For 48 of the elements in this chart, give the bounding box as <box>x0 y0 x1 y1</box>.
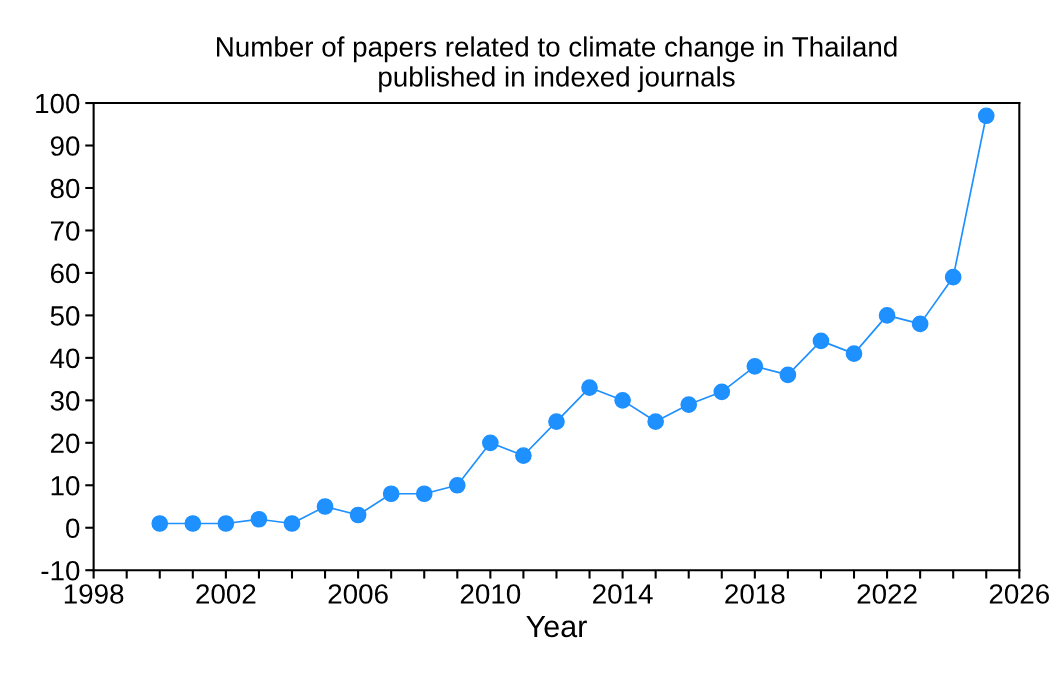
point <box>845 345 863 362</box>
point <box>911 315 929 333</box>
point <box>812 332 830 350</box>
point <box>647 413 664 430</box>
y-tick-label: 90 <box>50 136 80 156</box>
point <box>482 434 499 452</box>
x-tick-label: 2022 <box>857 584 917 604</box>
point <box>217 515 235 532</box>
x-tick-label: 2002 <box>196 584 256 604</box>
point <box>250 510 268 528</box>
x-tick-label: 1998 <box>64 584 124 604</box>
point <box>515 447 532 464</box>
point <box>944 268 962 286</box>
point <box>779 366 797 384</box>
point <box>349 506 367 524</box>
point <box>283 515 301 532</box>
y-tick-label: 100 <box>36 93 80 114</box>
x-tick-label: 2014 <box>593 584 653 604</box>
y-tick-label: -10 <box>41 560 80 581</box>
point <box>713 383 731 401</box>
y-tick-label: 70 <box>50 221 80 241</box>
point <box>977 107 995 125</box>
y-tick-label: 30 <box>50 391 80 411</box>
x-tick-label: 2010 <box>460 584 521 604</box>
x-axis-title: Year <box>526 615 587 638</box>
y-tick-label: 40 <box>50 348 80 369</box>
x-tick-label: 2006 <box>328 584 388 604</box>
x-tick-label: 2026 <box>989 584 1049 604</box>
x-tick-label: 2018 <box>725 584 785 604</box>
y-tick-label: 0 <box>66 518 80 539</box>
point <box>746 358 764 375</box>
point <box>448 476 466 494</box>
point <box>680 396 698 413</box>
point <box>581 379 598 396</box>
point <box>316 498 334 515</box>
y-tick-label: 10 <box>51 475 80 496</box>
y-tick-label: 20 <box>50 433 80 454</box>
y-tick-label: 50 <box>50 306 80 326</box>
point <box>878 307 896 324</box>
point <box>382 485 400 503</box>
chart-title: Number of papers related to climate change in Thailand published in indexed journals <box>217 36 897 93</box>
point <box>151 515 169 532</box>
point <box>548 413 565 430</box>
point <box>184 515 202 532</box>
y-tick-label: 60 <box>50 263 80 284</box>
point <box>415 485 433 503</box>
point <box>614 391 631 409</box>
y-tick-label: 80 <box>50 178 80 199</box>
